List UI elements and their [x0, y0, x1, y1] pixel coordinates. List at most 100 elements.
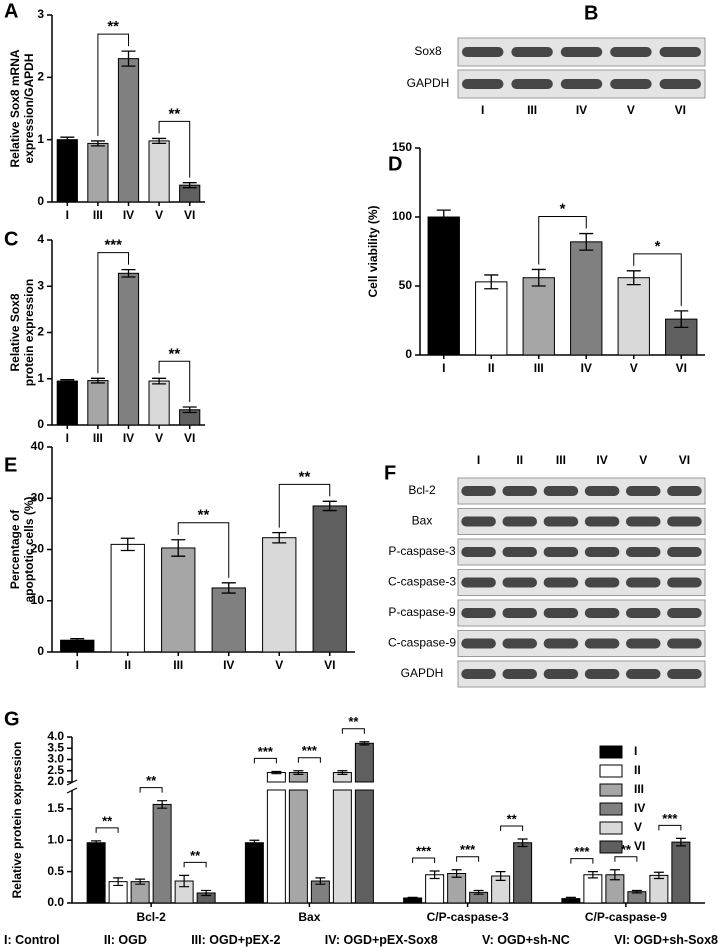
x-tick-label: C/P-caspase-3 — [427, 910, 509, 924]
blot-row-label: C-caspase-9 — [388, 636, 456, 650]
significance-bracket — [614, 856, 638, 862]
significance-bracket — [177, 522, 230, 578]
error-bar — [157, 800, 168, 809]
blot-band — [543, 669, 579, 679]
significance-label: ** — [107, 18, 119, 35]
x-tick-label: III — [173, 658, 183, 672]
x-tick-label: I — [66, 431, 69, 445]
x-tick-label: III — [93, 431, 103, 445]
y-tick-label: 3.0 — [47, 752, 64, 766]
bar — [130, 881, 150, 904]
bar — [87, 380, 109, 426]
blot-strip — [457, 630, 706, 657]
lane-label: IV — [596, 453, 607, 467]
bar — [152, 803, 172, 904]
error-bar — [429, 870, 440, 880]
lane-label: V — [639, 453, 647, 467]
y-axis-label: expression/GAPDH — [22, 53, 36, 163]
y-tick-label: 30 — [31, 490, 45, 504]
legend-swatch — [599, 840, 623, 854]
significance-label: ** — [169, 345, 181, 362]
blot-band — [667, 516, 702, 527]
legend-swatch — [599, 821, 623, 835]
blot-band — [560, 47, 603, 57]
significance-label: *** — [574, 844, 590, 859]
significance-bracket — [297, 757, 321, 763]
x-tick-label: II — [488, 361, 495, 375]
blot-strip — [457, 477, 706, 505]
blot-row-label: Bax — [412, 514, 433, 528]
y-tick-label: 20 — [31, 542, 45, 556]
significance-bracket — [456, 856, 480, 862]
blot-band — [625, 638, 661, 649]
y-axis-label: Percentage of — [8, 509, 22, 589]
footer-item: I: Control — [4, 933, 60, 947]
footer-item: V: OGD+sh-NC — [481, 933, 570, 947]
legend-label: I — [634, 744, 637, 758]
blot-band — [461, 47, 504, 57]
significance-label: ** — [169, 105, 181, 122]
y-tick-label: 4 — [37, 232, 44, 246]
blot-row-label: P-caspase-9 — [388, 605, 456, 619]
figure: A 0 1 2 3 Relative Sox8 mRNA expression/GAPDH I… — [4, 0, 706, 924]
error-bar — [674, 310, 689, 329]
significance-bracket — [500, 825, 524, 831]
error-bar — [91, 840, 102, 846]
error-bar — [121, 50, 136, 67]
blot-band — [560, 79, 603, 89]
blot-band — [461, 79, 504, 89]
x-tick-label: VI — [676, 361, 687, 375]
blot-band — [625, 516, 661, 527]
blot-band — [584, 608, 620, 618]
x-tick-label: VI — [324, 658, 335, 672]
legend-swatch — [599, 764, 623, 778]
error-bar — [60, 136, 75, 143]
y-axis-label: apoptotic cells (%) — [22, 496, 36, 602]
lane-label: IV — [576, 103, 587, 117]
lane-label: VI — [679, 453, 690, 467]
blot-band — [461, 486, 496, 496]
blot-band — [502, 608, 538, 618]
bar — [583, 874, 603, 904]
significance-label: ** — [146, 773, 157, 788]
bar — [148, 140, 170, 203]
x-tick-label: III — [93, 208, 103, 222]
bar — [427, 216, 460, 356]
panel-letter: G — [4, 708, 20, 730]
significance-bracket — [538, 216, 587, 265]
bar — [312, 505, 347, 653]
blot-band — [511, 79, 553, 89]
blot-band — [502, 577, 538, 588]
bar — [262, 537, 297, 653]
y-tick-label: 0.0 — [47, 895, 64, 909]
legend-label: II — [634, 763, 641, 777]
blot-strip — [457, 508, 706, 535]
y-tick-label: 1 — [37, 132, 44, 146]
blot-band — [625, 608, 661, 618]
blot-band — [584, 669, 620, 679]
blot-band — [461, 638, 496, 649]
x-tick-label: V — [155, 208, 163, 222]
error-bar — [221, 582, 236, 594]
footer-item: IV: OGD+pEX-Sox8 — [324, 933, 438, 947]
x-tick-label: V — [630, 361, 638, 375]
y-axis-label: Relative Sox8 mRNA — [8, 49, 22, 167]
bar — [649, 874, 669, 904]
error-bar — [531, 268, 546, 287]
error-bar — [322, 500, 337, 512]
significance-label: ** — [348, 714, 359, 729]
error-bar — [152, 377, 167, 385]
y-axis-label: Cell viability (%) — [366, 205, 380, 297]
panel-letter: F — [384, 462, 396, 484]
x-tick-label: I — [442, 361, 445, 375]
panel-letter: A — [4, 0, 18, 22]
lane-label: V — [627, 103, 635, 117]
blot-row-label: C-caspase-3 — [388, 575, 456, 589]
significance-label: *** — [416, 843, 432, 858]
error-bar — [484, 274, 499, 290]
bar-lower — [266, 789, 286, 904]
error-bar — [517, 838, 528, 848]
x-tick-label: C/P-caspase-9 — [585, 910, 667, 924]
blot-band — [667, 638, 702, 649]
